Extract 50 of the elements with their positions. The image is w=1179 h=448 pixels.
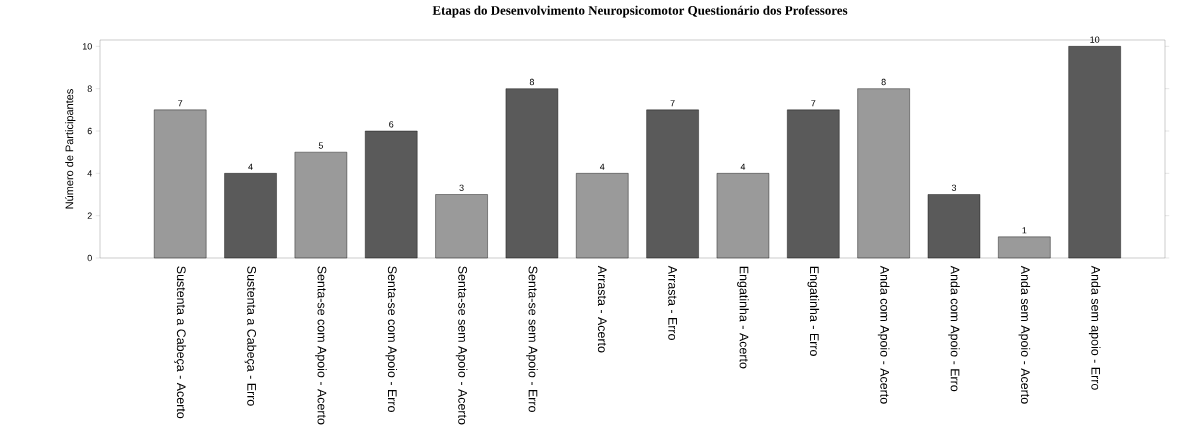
data-label: 4 [248, 163, 253, 170]
x-tick-label: Senta-se sem Apoio - Erro [526, 266, 538, 412]
y-tick-label: 0 [87, 254, 92, 262]
data-label: 7 [811, 100, 816, 107]
bar [927, 194, 981, 259]
x-tick-label: Arrasta - Erro [668, 265, 677, 340]
bar [505, 88, 559, 259]
data-label: 8 [881, 78, 886, 86]
bar [294, 151, 348, 259]
bar [365, 130, 418, 259]
data-label: 4 [740, 163, 746, 170]
x-tick-label: Anda sem apoio - Erro [1088, 265, 1101, 390]
x-tick-label: Arrasta - Acerto [597, 265, 607, 353]
bar [224, 173, 277, 259]
chart-title: Etapas do Desenvolvimento Neuropsicomotor Questionário dos Professores [432, 5, 848, 18]
x-tick-label: Engatinha - Erro [807, 266, 820, 356]
x-tick-label: Anda com Apoio - Acerto [877, 265, 890, 404]
x-tick-label: Senta-se sem Apoio - Acerto [455, 266, 468, 425]
data-label: 10 [1090, 36, 1100, 43]
bar [435, 194, 488, 259]
data-label: 1 [1022, 227, 1027, 234]
x-tick-label: Anda com Apoio - Erro [948, 265, 960, 392]
bar [153, 109, 207, 259]
data-label: 7 [670, 100, 675, 107]
y-tick-label: 8 [87, 85, 92, 92]
bar [857, 88, 910, 259]
y-axis-title: Número de Participantes [65, 89, 76, 209]
x-tick-label: Senta-se com Apoio - Acerto [315, 266, 327, 425]
x-tick-label: Engatinha - Acerto [737, 266, 749, 369]
data-label: 4 [599, 163, 605, 170]
data-label: 3 [459, 184, 464, 191]
data-label: 3 [951, 184, 957, 191]
bar [787, 109, 840, 259]
y-tick-label: 2 [87, 212, 92, 219]
data-label: 7 [178, 100, 183, 107]
bar [1068, 46, 1121, 259]
data-label: 5 [318, 142, 323, 149]
x-tick-label: Senta-se com Apoio - Erro [385, 266, 398, 412]
x-tick-label: Sustenta a Cabeça - Acerto [174, 266, 187, 419]
y-tick-label: 4 [87, 170, 92, 177]
x-tick-label: Anda sem Apoio - Acerto [1018, 265, 1031, 404]
x-tick-label: Sustenta a Cabeça - Erro [244, 266, 257, 406]
y-tick-label: 6 [87, 127, 92, 135]
y-tick-label: 10 [82, 43, 92, 50]
bar [716, 173, 770, 259]
data-label: 6 [389, 121, 394, 128]
data-label: 8 [529, 78, 535, 86]
bar [998, 236, 1051, 259]
bar [576, 173, 629, 259]
bar [646, 109, 699, 259]
